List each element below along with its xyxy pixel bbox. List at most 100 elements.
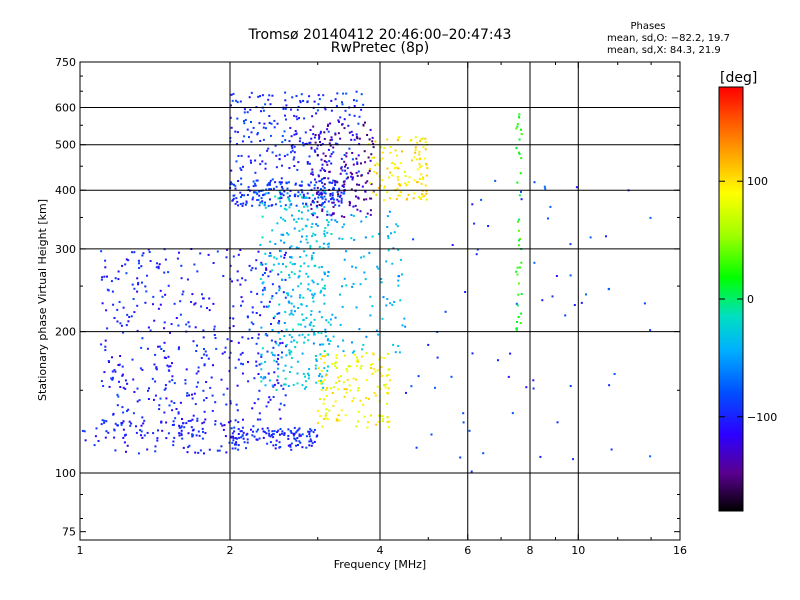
data-point [367, 421, 369, 424]
data-point [365, 335, 368, 338]
data-point [231, 432, 234, 435]
data-point [268, 434, 271, 437]
data-point [229, 402, 232, 405]
data-point [270, 351, 273, 354]
data-point [312, 214, 315, 217]
data-point [360, 174, 363, 177]
data-point [196, 344, 198, 347]
data-point [395, 198, 398, 201]
data-point [283, 432, 286, 435]
data-point [517, 316, 520, 318]
data-point [165, 437, 168, 440]
data-point [279, 250, 282, 252]
data-point [284, 311, 287, 313]
data-point [122, 386, 125, 389]
data-point [310, 440, 313, 443]
data-point [416, 168, 419, 171]
data-point [331, 194, 334, 197]
data-point [143, 419, 146, 422]
data-point [381, 415, 384, 418]
data-point [180, 425, 183, 428]
data-point [381, 317, 384, 320]
data-point [237, 428, 240, 430]
data-point [293, 145, 296, 148]
data-point [157, 307, 160, 310]
data-point [144, 285, 147, 288]
data-point [387, 237, 390, 240]
data-point [277, 322, 280, 325]
data-point [336, 181, 339, 184]
data-point [319, 382, 322, 385]
data-point [342, 350, 345, 353]
data-point [323, 191, 326, 194]
data-point [239, 430, 242, 433]
data-point [301, 313, 304, 316]
data-point [299, 265, 302, 268]
data-point [290, 312, 293, 315]
data-point [135, 431, 138, 434]
data-point [299, 193, 302, 196]
data-point [237, 155, 240, 157]
data-point [368, 143, 371, 146]
data-point [507, 375, 510, 378]
y-tick-label: 200 [55, 326, 76, 339]
data-point [332, 212, 335, 215]
data-point [204, 418, 207, 421]
data-point [302, 99, 305, 102]
data-point [240, 304, 242, 307]
data-point [101, 276, 104, 279]
data-point [188, 325, 191, 328]
data-point [323, 355, 326, 358]
data-point [274, 195, 277, 198]
data-point [149, 329, 152, 332]
data-point [344, 165, 346, 168]
data-point [208, 297, 211, 300]
data-point [167, 365, 170, 368]
data-point [138, 262, 140, 265]
data-point [243, 441, 246, 444]
data-point [137, 259, 140, 262]
data-point [328, 213, 331, 216]
data-point [243, 194, 246, 197]
data-point [255, 360, 258, 363]
data-point [132, 298, 135, 300]
x-tick-label: 10 [571, 544, 585, 557]
data-point [340, 157, 343, 160]
data-point [207, 357, 210, 360]
data-point [191, 434, 194, 437]
data-point [336, 418, 339, 421]
data-point [181, 293, 184, 296]
data-point [236, 270, 239, 273]
data-point [349, 202, 351, 204]
data-point [414, 136, 417, 139]
data-point [253, 182, 256, 185]
data-point [309, 289, 312, 292]
data-point [311, 194, 314, 197]
data-point [342, 381, 345, 384]
data-point [214, 401, 217, 404]
data-point [397, 178, 399, 181]
data-point [323, 138, 326, 140]
data-point [371, 362, 374, 365]
data-point [132, 412, 135, 415]
data-point [370, 183, 373, 186]
data-point [187, 321, 190, 324]
data-point [334, 400, 337, 403]
data-point [314, 134, 317, 136]
data-point [317, 175, 320, 178]
data-point [305, 142, 308, 145]
data-point [211, 409, 214, 412]
data-point [214, 337, 217, 339]
data-point [199, 252, 202, 255]
data-point [290, 145, 293, 147]
data-point [237, 421, 240, 424]
data-point [187, 432, 190, 435]
data-point [373, 170, 376, 173]
data-point [356, 174, 359, 177]
data-point [294, 183, 297, 186]
data-point [201, 422, 204, 425]
data-point [263, 193, 266, 196]
data-point [279, 193, 282, 195]
data-point [246, 194, 249, 196]
data-point [281, 141, 284, 144]
